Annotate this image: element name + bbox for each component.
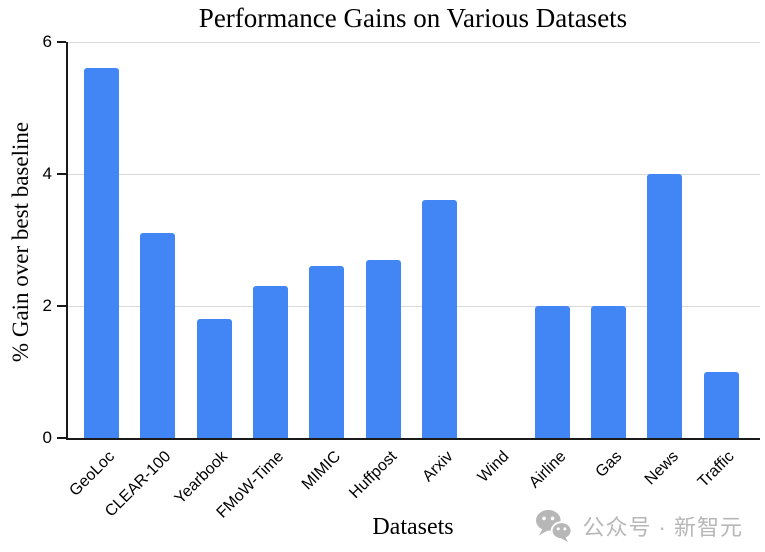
y-axis-line (66, 42, 68, 440)
x-axis-title: Datasets (372, 514, 454, 540)
x-tick-label-gas: Gas (592, 448, 626, 481)
x-tick-label-airline: Airline (525, 448, 570, 492)
gridline-y4 (66, 173, 760, 175)
y-axis-title: % Gain over best baseline (8, 121, 33, 363)
bar-geoloc (84, 68, 119, 438)
bar-fmow-time (252, 286, 288, 438)
x-tick-label-arxiv: Arxiv (419, 448, 457, 486)
x-tick-label-geoloc: GeoLoc (66, 448, 119, 500)
watermark-text: 公众号 · 新智元 (582, 515, 743, 540)
bar-mimic (309, 266, 345, 438)
y-tick-label: 6 (42, 32, 52, 51)
y-tick-label: 4 (42, 164, 52, 183)
y-tick-label: 2 (42, 296, 52, 315)
x-tick-label-news: News (641, 448, 682, 489)
bar-news (647, 174, 683, 438)
wechat-icon (536, 509, 573, 543)
bar-gas (590, 306, 626, 438)
gridline-y6 (66, 41, 760, 43)
y-tick-mark (57, 41, 66, 43)
bar-yearbook (196, 319, 232, 438)
y-tick-mark (57, 437, 66, 439)
x-tick-label-mimic: MIMIC (298, 448, 344, 494)
watermark: 公众号 · 新智元 (535, 508, 743, 544)
bar-clear-100 (140, 233, 176, 438)
y-tick-mark (57, 305, 66, 307)
y-tick-label: 0 (42, 428, 52, 447)
bar-traffic (703, 372, 739, 438)
bar-arxiv (421, 200, 457, 438)
y-tick-mark (57, 173, 66, 175)
x-tick-label-wind: Wind (474, 448, 513, 486)
gridline-y2 (66, 305, 760, 307)
chart-title: Performance Gains on Various Datasets (198, 3, 628, 33)
x-tick-label-huffpost: Huffpost (346, 448, 401, 502)
bar-airline (534, 306, 570, 438)
x-axis-line (66, 438, 760, 440)
bar-huffpost (365, 259, 401, 438)
x-tick-label-traffic: Traffic (695, 448, 739, 491)
